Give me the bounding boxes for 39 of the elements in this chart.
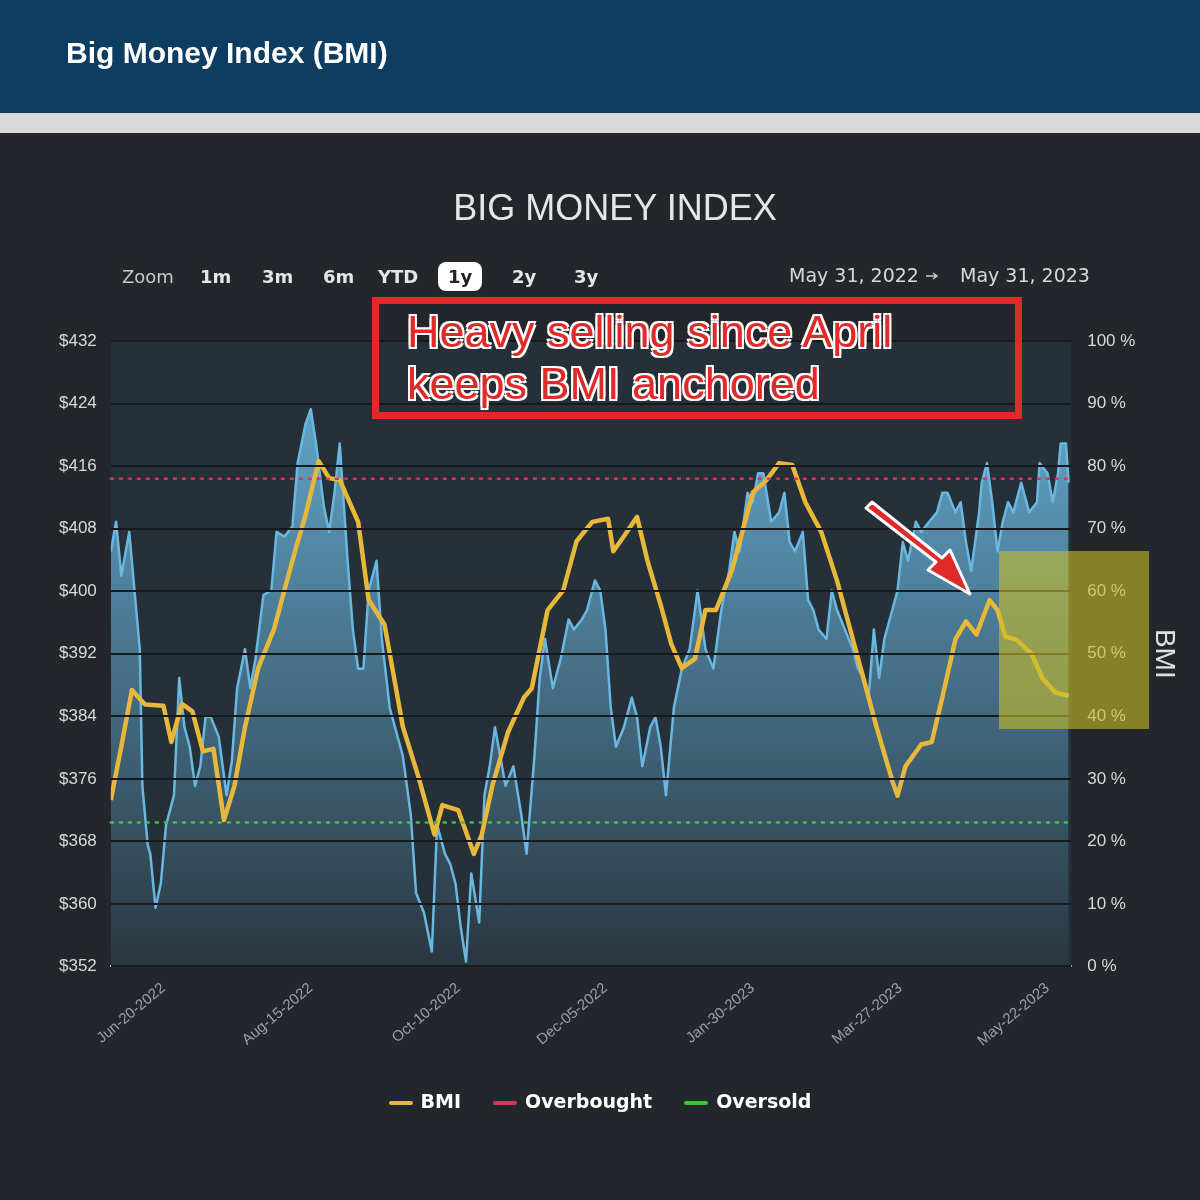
y2-tick-label: 60 % xyxy=(1087,580,1126,600)
y-tick-label: $360 xyxy=(58,893,97,913)
legend-label: BMI xyxy=(419,1090,461,1112)
y-tick-label: $368 xyxy=(58,831,97,851)
y2-tick-label: 0 % xyxy=(1087,956,1117,976)
text: May 31, 2022 xyxy=(789,264,919,286)
y-tick-label: $432 xyxy=(58,330,97,350)
text: 2y xyxy=(511,265,538,289)
legend-label: Oversold xyxy=(715,1090,812,1112)
chart-title: Big Money Index (BMI) xyxy=(66,36,388,70)
text: YTD xyxy=(377,265,420,289)
text: 3y xyxy=(573,265,600,289)
y2-tick-label: 20 % xyxy=(1087,831,1126,851)
text: 6m xyxy=(322,265,356,289)
y2-tick-label: 100 % xyxy=(1087,330,1136,350)
annotation: Heavy selling since April keeps BMI anchored xyxy=(372,297,1022,419)
text: May 31, 2023 xyxy=(960,264,1090,286)
y-tick-label: $416 xyxy=(58,455,97,475)
y-tick-label: $352 xyxy=(58,956,97,976)
y2-tick-label: 40 % xyxy=(1087,706,1126,726)
y2-tick-label: 80 % xyxy=(1087,455,1126,475)
text: Zoom xyxy=(121,265,175,289)
text: 3m xyxy=(261,265,295,289)
y-tick-label: $376 xyxy=(58,768,97,788)
y-tick-label: $392 xyxy=(58,643,97,663)
y-tick-label: $384 xyxy=(58,706,97,726)
y2-tick-label: 30 % xyxy=(1087,768,1126,788)
y-tick-label: $424 xyxy=(58,393,97,413)
y2-tick-label: 50 % xyxy=(1087,643,1126,663)
text: 1m xyxy=(199,265,233,289)
y2-axis-title: BMI xyxy=(1150,628,1182,679)
y2-tick-label: 90 % xyxy=(1087,393,1126,413)
y2-tick-label: 70 % xyxy=(1087,518,1126,538)
y2-tick-label: 10 % xyxy=(1087,893,1126,913)
chart-subtitle: BIG MONEY INDEX xyxy=(453,186,777,228)
y-tick-label: $408 xyxy=(58,518,97,538)
y-tick-label: $400 xyxy=(58,580,97,600)
text: 1y xyxy=(438,262,483,291)
legend-label: Overbought xyxy=(524,1090,653,1112)
